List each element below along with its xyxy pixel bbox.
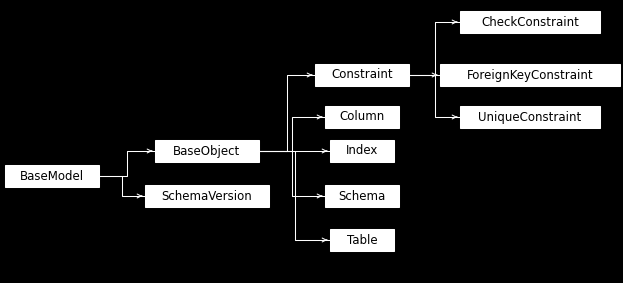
- Bar: [330, 140, 394, 162]
- Bar: [440, 64, 620, 86]
- Text: UniqueConstraint: UniqueConstraint: [478, 110, 582, 123]
- Text: SchemaVersion: SchemaVersion: [161, 190, 252, 203]
- Bar: [5, 165, 99, 187]
- Text: Index: Index: [346, 145, 378, 158]
- Text: Table: Table: [346, 233, 378, 246]
- Text: ForeignKeyConstraint: ForeignKeyConstraint: [467, 68, 593, 82]
- Text: Column: Column: [340, 110, 384, 123]
- Text: BaseModel: BaseModel: [20, 170, 84, 183]
- Bar: [145, 185, 269, 207]
- Bar: [155, 140, 259, 162]
- Bar: [315, 64, 409, 86]
- Bar: [460, 11, 600, 33]
- Text: BaseObject: BaseObject: [173, 145, 240, 158]
- Bar: [325, 106, 399, 128]
- Text: Schema: Schema: [338, 190, 386, 203]
- Text: CheckConstraint: CheckConstraint: [481, 16, 579, 29]
- Bar: [325, 185, 399, 207]
- Bar: [330, 229, 394, 251]
- Bar: [460, 106, 600, 128]
- Text: Constraint: Constraint: [331, 68, 393, 82]
